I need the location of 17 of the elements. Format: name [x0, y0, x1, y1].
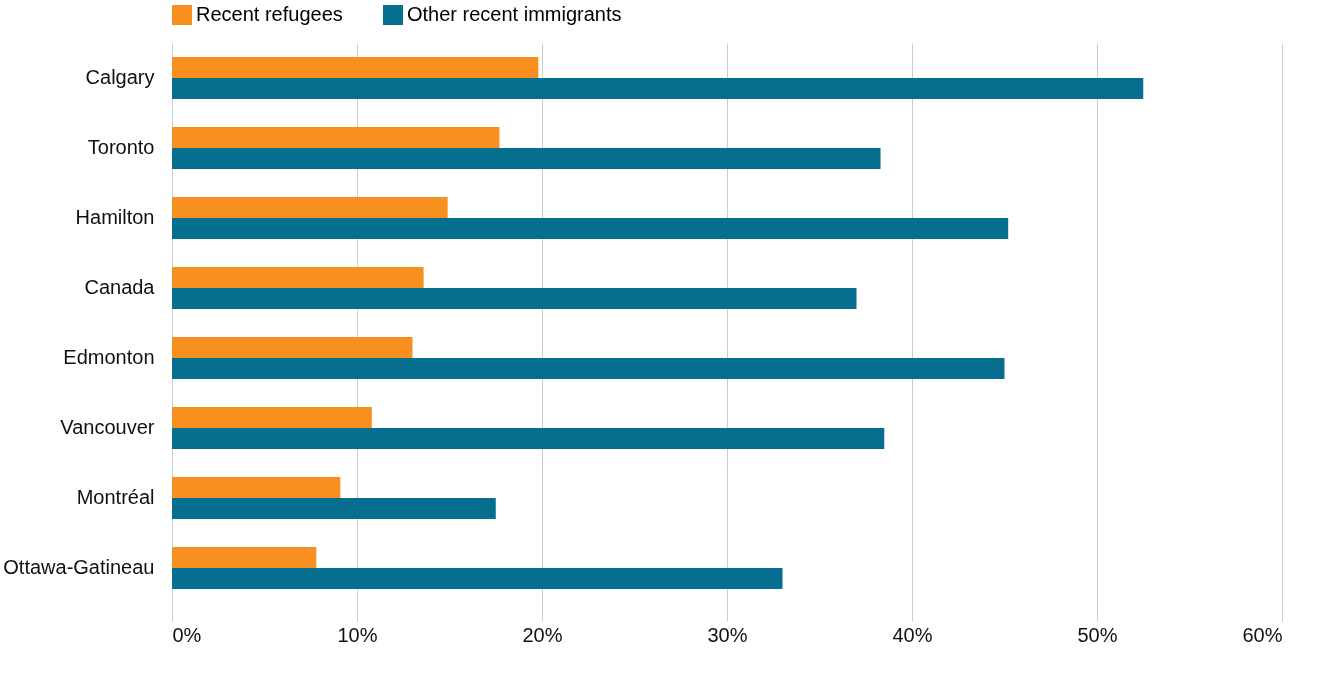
y-tick-label: Calgary	[85, 66, 155, 88]
x-tick-label: 60%	[1242, 623, 1283, 646]
y-tick-label: Montréal	[76, 486, 155, 508]
legend-label: Recent refugees	[196, 3, 343, 25]
legend-label: Other recent immigrants	[407, 3, 622, 25]
y-tick-label: Vancouver	[60, 416, 155, 438]
x-tick-label: 0%	[172, 623, 202, 646]
x-tick-label: 50%	[1077, 623, 1118, 646]
y-tick-label: Edmonton	[63, 346, 155, 368]
y-tick-label: Toronto	[87, 136, 155, 158]
y-tick-label: Canada	[84, 276, 156, 298]
x-tick-label: 30%	[707, 623, 748, 646]
y-tick-label: Hamilton	[75, 206, 155, 228]
x-tick-label: 40%	[892, 623, 933, 646]
y-tick-label: Ottawa-Gatineau	[3, 556, 155, 578]
x-tick-label: 10%	[337, 623, 378, 646]
x-tick-label: 20%	[522, 623, 563, 646]
